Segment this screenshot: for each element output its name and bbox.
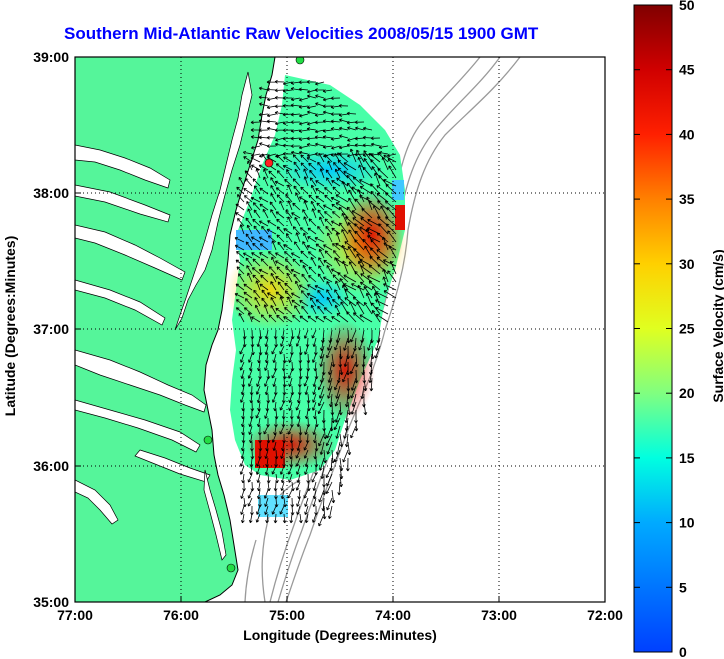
- velocity-vectors: [234, 79, 397, 527]
- x-axis-tick-labels: 77:00 76:00 75:00 74:00 73:00 72:00: [57, 607, 623, 623]
- colorbar-gradient: [633, 4, 673, 653]
- velocity-field: [225, 75, 410, 527]
- station-marker: [295, 57, 305, 65]
- x-tick-label: 76:00: [163, 607, 199, 623]
- low-velocity-patch: [258, 495, 288, 517]
- colorbar-tick-label: 50: [679, 0, 695, 13]
- colorbar-ticks: [634, 4, 672, 653]
- colorbar-tick-labels: 50 45 40 35 30 25 20 15 10 5 0: [679, 0, 695, 659]
- low-velocity-patch: [392, 180, 404, 200]
- x-tick-label: 72:00: [587, 607, 623, 623]
- x-tick-label: 74:00: [375, 607, 411, 623]
- low-velocity-patch: [236, 230, 272, 250]
- colorbar-tick-label: 5: [679, 579, 687, 595]
- inland-water: [75, 71, 253, 561]
- colorbar-tick-label: 15: [679, 450, 695, 466]
- colorbar: 50 45 40 35 30 25 20 15 10 5 0: [633, 0, 695, 659]
- station-marker: [226, 563, 236, 573]
- velocity-arrows: [234, 79, 397, 527]
- y-axis-ticks: [75, 56, 81, 603]
- y-tick-label: 38:00: [33, 185, 69, 201]
- x-tick-label: 73:00: [481, 607, 517, 623]
- colorbar-tick-label: 45: [679, 62, 695, 78]
- x-axis-ticks: [74, 596, 606, 602]
- colorbar-tick-label: 20: [679, 385, 695, 401]
- y-tick-label: 37:00: [33, 321, 69, 337]
- y-axis-tick-labels: 39:00 38:00 37:00 36:00 35:00: [33, 49, 69, 610]
- colorbar-tick-label: 40: [679, 126, 695, 142]
- colorbar-tick-label: 25: [679, 321, 695, 337]
- map-panel: [75, 57, 605, 602]
- y-tick-label: 36:00: [33, 458, 69, 474]
- x-tick-label: 75:00: [269, 607, 305, 623]
- colorbar-tick-label: 10: [679, 515, 695, 531]
- x-tick-label: 77:00: [57, 607, 93, 623]
- coastline: [203, 57, 276, 602]
- high-velocity-patch: [255, 440, 285, 468]
- station-marker: [203, 435, 213, 445]
- y-tick-label: 39:00: [33, 49, 69, 65]
- high-velocity-patch: [395, 205, 405, 230]
- graticule: [75, 57, 605, 602]
- colorbar-tick-label: 35: [679, 191, 695, 207]
- map-title: Southern Mid-Atlantic Raw Velocities 200…: [64, 24, 539, 43]
- radar-stations: [203, 57, 305, 573]
- colorbar-tick-label: 30: [679, 256, 695, 272]
- y-tick-label: 35:00: [33, 594, 69, 610]
- x-axis-label: Longitude (Degrees:Minutes): [243, 627, 437, 643]
- colorbar-tick-label: 0: [679, 644, 687, 659]
- station-marker: [264, 158, 274, 168]
